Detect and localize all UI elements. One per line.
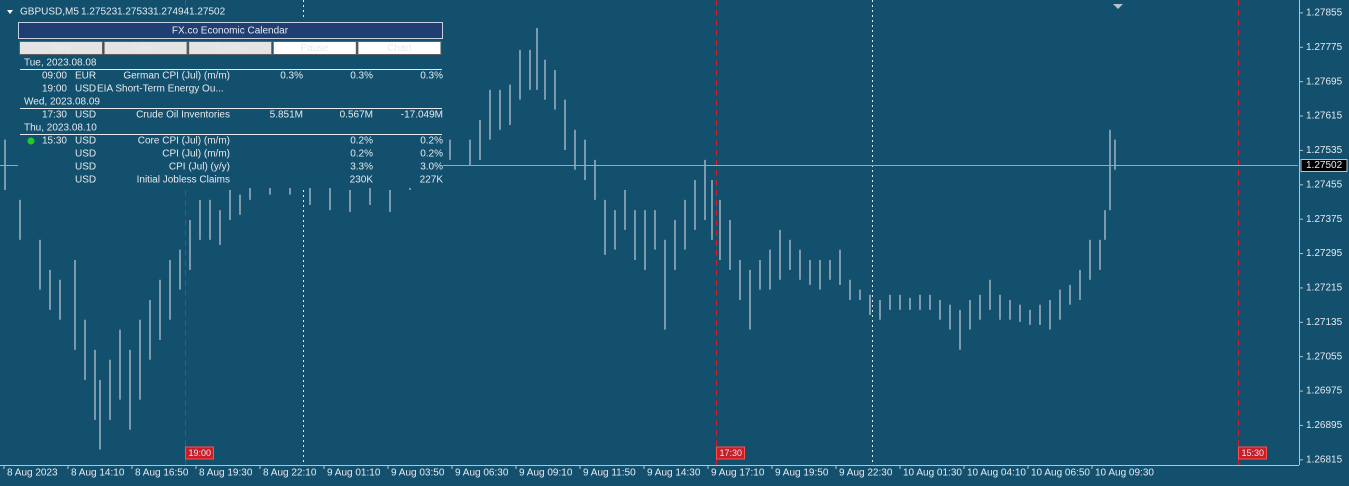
panel-button[interactable]: [103, 41, 188, 55]
x-tick-label: 9 Aug 19:50: [775, 468, 829, 479]
panel-button-label[interactable]: Mini: [52, 43, 70, 54]
y-tick-label: 1.27615: [1306, 111, 1343, 122]
x-tick-label: 9 Aug 01:10: [327, 468, 381, 479]
current-price-label: 1.27502: [1306, 160, 1343, 171]
event-currency: USD: [75, 136, 96, 147]
y-tick-label: 1.26975: [1306, 386, 1343, 397]
y-tick-label: 1.27535: [1306, 145, 1343, 156]
event-label: 15:30: [1242, 448, 1265, 458]
day-header: Tue, 2023.08.08: [24, 58, 97, 69]
x-tick-label: 8 Aug 22:10: [263, 468, 317, 479]
event-currency: EUR: [75, 71, 96, 82]
day-header: Wed, 2023.08.09: [24, 97, 100, 108]
panel-button[interactable]: [357, 41, 442, 55]
event-name: CPI (Jul) (m/m): [162, 149, 230, 160]
event-previous: 0.2%: [420, 149, 443, 160]
event-previous: 3.0%: [420, 162, 443, 173]
menu-arrow[interactable]: [7, 10, 13, 14]
open: 1.27523: [81, 7, 118, 18]
x-tick-label: 10 Aug 04:10: [967, 468, 1026, 479]
panel-title: FX.co Economic Calendar: [172, 26, 289, 37]
y-tick-label: 1.27775: [1306, 42, 1343, 53]
x-tick-label: 9 Aug 22:30: [839, 468, 893, 479]
event-time: 09:00: [42, 71, 67, 82]
event-forecast: 0.567M: [340, 110, 373, 121]
event-previous: 0.2%: [420, 136, 443, 147]
y-tick-label: 1.27855: [1306, 8, 1343, 19]
x-tick-label: 8 Aug 2023: [7, 468, 58, 479]
x-tick-label: 10 Aug 01:30: [903, 468, 962, 479]
event-name: CPI (Jul) (y/y): [169, 162, 230, 173]
event-name: Initial Jobless Claims: [137, 175, 230, 186]
event-label-box: [1238, 446, 1267, 460]
event-actual: 5.851M: [270, 110, 303, 121]
event-forecast: 0.2%: [350, 149, 373, 160]
y-tick-label: 1.27455: [1306, 179, 1343, 190]
shift-marker: [1113, 4, 1123, 9]
event-currency: USD: [75, 162, 96, 173]
event-forecast: 0.2%: [350, 136, 373, 147]
event-name: Core CPI (Jul) (m/m): [138, 136, 230, 147]
x-tick-label: 9 Aug 09:10: [519, 468, 573, 479]
event-currency: USD: [75, 84, 96, 95]
event-label-box: [185, 446, 214, 460]
x-tick-label: 9 Aug 11:50: [583, 468, 636, 479]
event-label-box: [716, 446, 745, 460]
event-actual: 0.3%: [280, 71, 303, 82]
panel-button[interactable]: [188, 41, 273, 55]
y-tick-label: 1.27055: [1306, 351, 1343, 362]
x-tick-label: 9 Aug 14:30: [647, 468, 701, 479]
event-forecast: 0.3%: [350, 71, 373, 82]
panel-button-label[interactable]: Chart: [387, 43, 412, 54]
panel-button-label[interactable]: Lines: [134, 43, 158, 54]
day-header: Thu, 2023.08.10: [24, 123, 97, 134]
y-tick-label: 1.27215: [1306, 283, 1343, 294]
y-tick-label: 1.27135: [1306, 317, 1343, 328]
event-forecast: 230K: [350, 175, 374, 186]
event-currency: USD: [75, 175, 96, 186]
panel-button-label[interactable]: Pause: [301, 43, 330, 54]
event-currency: USD: [75, 110, 96, 121]
event-forecast: 3.3%: [350, 162, 373, 173]
y-tick-label: 1.26895: [1306, 420, 1343, 431]
x-tick-label: 10 Aug 06:50: [1031, 468, 1090, 479]
event-time: 19:00: [42, 84, 67, 95]
close: 1.27502: [189, 7, 226, 18]
panel-button[interactable]: [19, 41, 103, 55]
event-name: German CPI (Jul) (m/m): [123, 71, 230, 82]
event-name: EIA Short-Term Energy Ou...: [97, 84, 224, 95]
y-tick-label: 1.27695: [1306, 76, 1343, 87]
event-currency: USD: [75, 149, 96, 160]
event-time: 17:30: [42, 110, 67, 121]
x-tick-label: 9 Aug 06:30: [455, 468, 509, 479]
x-tick-label: 8 Aug 14:10: [71, 468, 125, 479]
panel-button[interactable]: [272, 41, 357, 55]
symbol: GBPUSD,M5: [20, 7, 79, 18]
event-label: 19:00: [189, 448, 212, 458]
x-tick-label: 8 Aug 19:30: [199, 468, 253, 479]
high: 1.27533: [117, 7, 154, 18]
event-previous: 0.3%: [420, 71, 443, 82]
y-tick-label: 1.26815: [1306, 454, 1343, 465]
y-tick-label: 1.27295: [1306, 248, 1343, 259]
low: 1.27494: [153, 7, 190, 18]
panel-button-label[interactable]: Events: [215, 43, 246, 54]
panel-title-bar: [18, 22, 443, 39]
live-marker: [27, 137, 35, 145]
event-previous: 227K: [420, 175, 444, 186]
x-tick-label: 9 Aug 17:10: [711, 468, 765, 479]
x-tick-label: 8 Aug 16:50: [135, 468, 189, 479]
event-time: 15:30: [42, 136, 67, 147]
x-tick-label: 9 Aug 03:50: [391, 468, 445, 479]
current-price-box: [1300, 159, 1348, 172]
event-previous: -17.049M: [401, 110, 443, 121]
x-tick-label: 10 Aug 09:30: [1095, 468, 1154, 479]
event-name: Crude Oil Inventories: [136, 110, 230, 121]
y-tick-label: 1.27375: [1306, 214, 1343, 225]
event-label: 17:30: [720, 448, 743, 458]
